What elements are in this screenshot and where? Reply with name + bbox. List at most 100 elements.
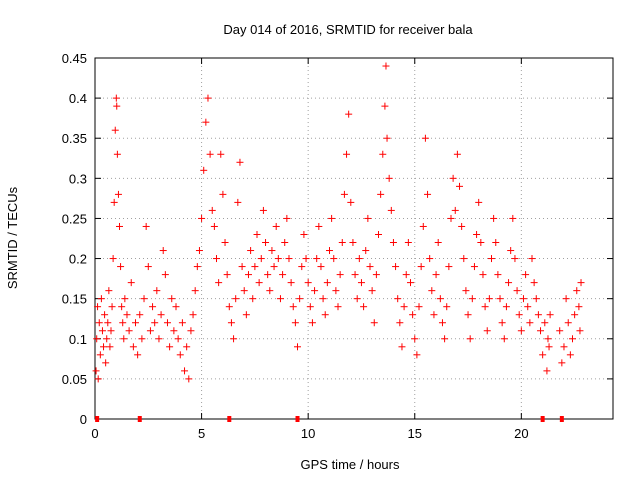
data-point	[200, 166, 208, 174]
y-axis: 0 0.05 0.1 0.15 0.2 0.25 0.3 0.35 0.4 0.45	[62, 51, 613, 427]
data-point	[183, 343, 191, 351]
data-point	[125, 327, 133, 335]
data-point	[306, 303, 314, 311]
data-point	[157, 311, 165, 319]
chart-title: Day 014 of 2016, SRMTID for receiver bal…	[223, 22, 473, 37]
data-point	[502, 303, 510, 311]
data-point	[108, 303, 116, 311]
data-point	[270, 263, 278, 271]
y-tick-label: 0	[80, 412, 87, 427]
y-tick-label: 0.3	[69, 171, 87, 186]
data-point	[379, 150, 387, 158]
data-point	[466, 335, 474, 343]
data-point	[409, 311, 417, 319]
data-point	[438, 319, 446, 327]
data-point	[507, 247, 515, 255]
data-point	[558, 359, 566, 367]
data-point	[477, 239, 485, 247]
data-point	[111, 126, 119, 134]
data-point	[217, 150, 225, 158]
data-point	[281, 239, 289, 247]
data-point	[140, 295, 148, 303]
data-point	[396, 319, 404, 327]
data-point	[382, 62, 390, 70]
data-point	[375, 230, 383, 238]
zero-marker	[540, 416, 545, 422]
data-point	[136, 311, 144, 319]
data-point	[517, 327, 525, 335]
data-point	[113, 150, 121, 158]
data-point	[360, 303, 368, 311]
data-point	[264, 271, 272, 279]
data-point	[571, 311, 579, 319]
data-point	[406, 279, 414, 287]
data-point	[174, 335, 182, 343]
data-point	[372, 271, 380, 279]
data-point	[496, 295, 504, 303]
zero-marker	[137, 416, 142, 422]
data-point	[487, 255, 495, 263]
data-point	[287, 279, 295, 287]
data-point	[97, 295, 105, 303]
data-point	[138, 335, 146, 343]
data-point	[545, 343, 553, 351]
data-point	[232, 295, 240, 303]
data-point	[321, 311, 329, 319]
data-point	[253, 230, 261, 238]
data-point	[325, 247, 333, 255]
data-point	[345, 110, 353, 118]
y-tick-label: 0.2	[69, 252, 87, 267]
data-point	[456, 182, 464, 190]
data-point	[146, 327, 154, 335]
data-point	[562, 295, 570, 303]
data-point	[153, 287, 161, 295]
grid-lines	[95, 58, 613, 419]
data-point	[355, 255, 363, 263]
data-point	[421, 134, 429, 142]
data-point	[411, 335, 419, 343]
data-point	[210, 222, 218, 230]
y-tick-label: 0.4	[69, 91, 87, 106]
data-point	[251, 263, 259, 271]
data-point	[534, 311, 542, 319]
data-point	[453, 150, 461, 158]
data-point	[402, 271, 410, 279]
data-point	[362, 247, 370, 255]
data-point	[102, 359, 110, 367]
data-point	[213, 255, 221, 263]
data-point	[494, 271, 502, 279]
data-point	[227, 319, 235, 327]
data-point	[176, 351, 184, 359]
data-point	[364, 214, 372, 222]
data-point	[238, 263, 246, 271]
data-point	[291, 319, 299, 327]
data-point	[198, 214, 206, 222]
data-point	[519, 295, 527, 303]
data-point	[492, 239, 500, 247]
data-point	[118, 303, 126, 311]
data-point	[546, 311, 554, 319]
data-point	[206, 150, 214, 158]
zero-marker	[559, 416, 564, 422]
data-point	[445, 263, 453, 271]
data-point	[513, 287, 521, 295]
data-point	[317, 263, 325, 271]
data-point	[490, 214, 498, 222]
data-point	[132, 319, 140, 327]
data-point	[221, 239, 229, 247]
data-point	[189, 311, 197, 319]
data-point	[279, 271, 287, 279]
data-point	[424, 190, 432, 198]
data-point	[315, 222, 323, 230]
data-point	[149, 303, 157, 311]
x-axis-label: GPS time / hours	[301, 457, 400, 472]
data-point	[144, 263, 152, 271]
data-point	[129, 343, 137, 351]
x-tick-label: 20	[514, 426, 528, 441]
data-point	[473, 230, 481, 238]
data-point	[434, 239, 442, 247]
data-point	[392, 263, 400, 271]
data-point	[116, 222, 124, 230]
data-point	[159, 247, 167, 255]
x-tick-label: 0	[91, 426, 98, 441]
